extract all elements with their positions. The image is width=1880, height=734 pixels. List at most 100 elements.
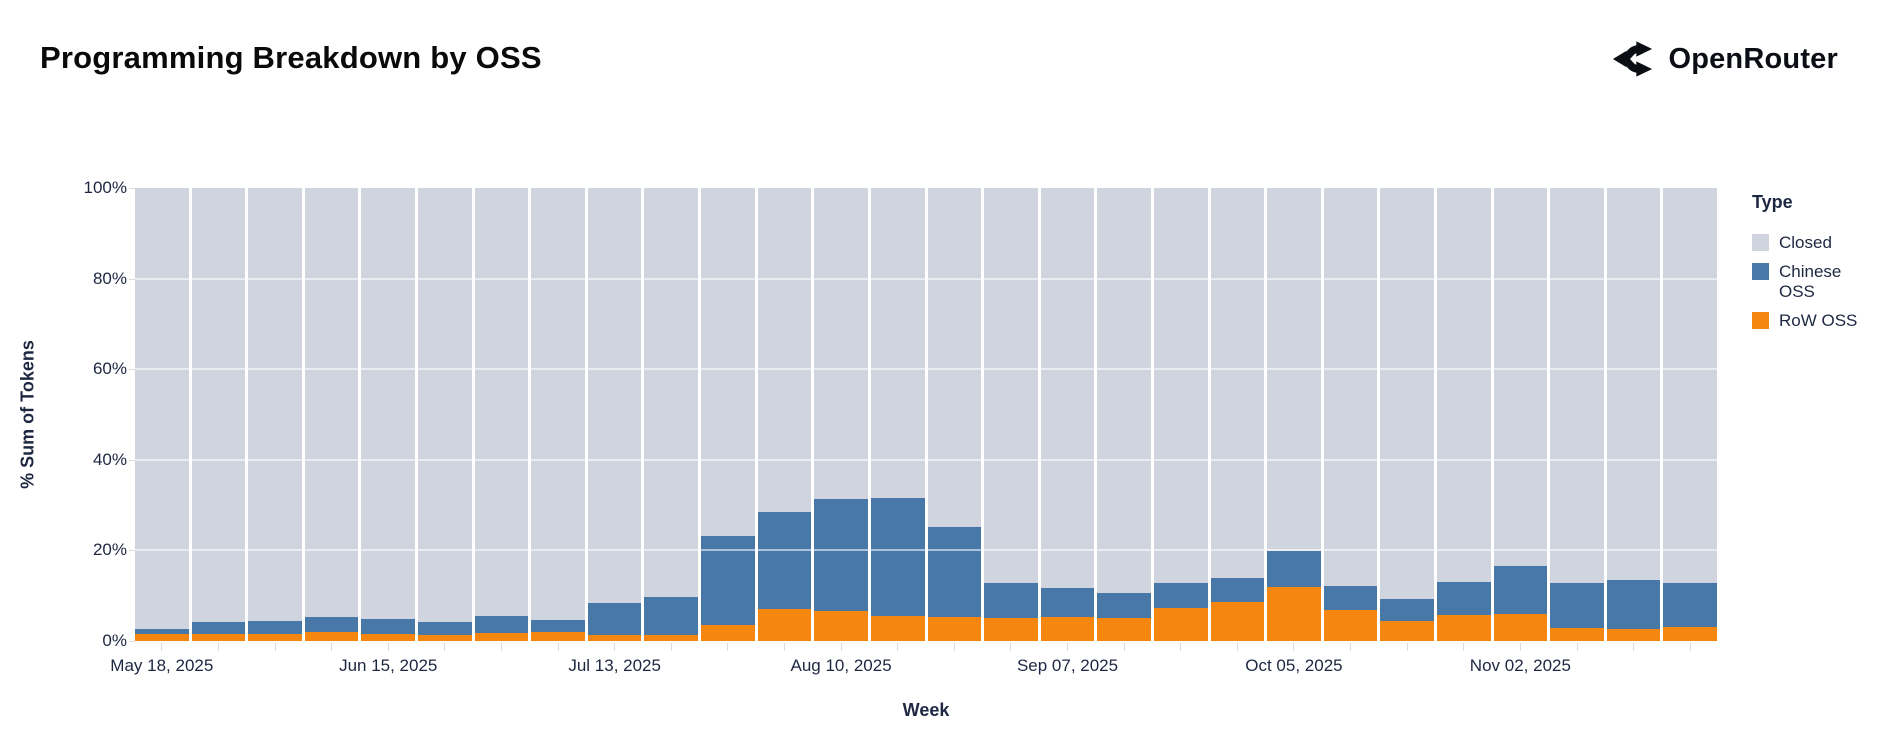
bar-segment-chinese-oss[interactable] xyxy=(1097,592,1151,619)
bar-week[interactable] xyxy=(1550,188,1604,641)
bar-segment-closed[interactable] xyxy=(474,188,529,616)
bar-segment-closed[interactable] xyxy=(191,188,246,623)
bar-segment-chinese-oss[interactable] xyxy=(644,596,699,636)
bar-segment-chinese-oss[interactable] xyxy=(304,617,359,632)
bar-week[interactable] xyxy=(1040,188,1095,641)
bar-week[interactable] xyxy=(1437,188,1491,641)
bar-segment-chinese-oss[interactable] xyxy=(870,498,925,617)
bar-week[interactable] xyxy=(135,188,189,641)
bar-segment-chinese-oss[interactable] xyxy=(1606,579,1661,629)
bar-segment-row-oss[interactable] xyxy=(701,624,755,641)
bar-segment-closed[interactable] xyxy=(1380,188,1435,599)
bar-segment-closed[interactable] xyxy=(757,188,812,513)
bar-week[interactable] xyxy=(1380,188,1435,641)
bar-segment-closed[interactable] xyxy=(984,188,1038,583)
bar-segment-row-oss[interactable] xyxy=(135,633,189,641)
bar-week[interactable] xyxy=(418,188,472,641)
bar-segment-row-oss[interactable] xyxy=(984,618,1038,641)
bar-week[interactable] xyxy=(870,188,925,641)
bar-segment-chinese-oss[interactable] xyxy=(587,603,642,636)
bar-segment-row-oss[interactable] xyxy=(191,634,246,641)
bar-week[interactable] xyxy=(304,188,359,641)
bar-segment-closed[interactable] xyxy=(1606,188,1661,580)
bar-segment-chinese-oss[interactable] xyxy=(474,615,529,633)
bar-week[interactable] xyxy=(1493,188,1548,641)
bar-segment-chinese-oss[interactable] xyxy=(361,618,416,635)
bar-week[interactable] xyxy=(1606,188,1661,641)
bar-segment-row-oss[interactable] xyxy=(1210,602,1265,641)
bar-segment-chinese-oss[interactable] xyxy=(1437,581,1491,616)
bar-segment-closed[interactable] xyxy=(1323,188,1378,586)
bar-week[interactable] xyxy=(927,188,982,641)
bar-segment-closed[interactable] xyxy=(927,188,982,528)
bar-segment-closed[interactable] xyxy=(1267,188,1321,551)
bar-week[interactable] xyxy=(531,188,585,641)
bar-segment-row-oss[interactable] xyxy=(474,632,529,641)
bar-segment-chinese-oss[interactable] xyxy=(1210,578,1265,603)
bar-week[interactable] xyxy=(701,188,755,641)
bar-segment-closed[interactable] xyxy=(587,188,642,604)
bar-week[interactable] xyxy=(248,188,302,641)
bar-segment-row-oss[interactable] xyxy=(304,631,359,641)
bar-segment-chinese-oss[interactable] xyxy=(248,621,302,634)
bar-segment-row-oss[interactable] xyxy=(1663,626,1718,641)
bar-segment-row-oss[interactable] xyxy=(418,635,472,641)
bar-segment-closed[interactable] xyxy=(870,188,925,499)
bar-week[interactable] xyxy=(1267,188,1321,641)
bar-segment-row-oss[interactable] xyxy=(1606,628,1661,641)
bar-segment-closed[interactable] xyxy=(1437,188,1491,582)
bar-segment-closed[interactable] xyxy=(814,188,868,499)
bar-week[interactable] xyxy=(361,188,416,641)
bar-segment-chinese-oss[interactable] xyxy=(1550,583,1604,629)
bar-segment-row-oss[interactable] xyxy=(1323,609,1378,641)
bar-segment-row-oss[interactable] xyxy=(1437,615,1491,641)
bar-week[interactable] xyxy=(1663,188,1718,641)
bar-segment-row-oss[interactable] xyxy=(814,611,868,641)
bar-segment-closed[interactable] xyxy=(1210,188,1265,579)
bar-segment-chinese-oss[interactable] xyxy=(757,512,812,610)
bar-week[interactable] xyxy=(757,188,812,641)
bar-segment-row-oss[interactable] xyxy=(248,633,302,641)
bar-segment-chinese-oss[interactable] xyxy=(1380,598,1435,622)
bar-segment-closed[interactable] xyxy=(418,188,472,623)
bar-segment-row-oss[interactable] xyxy=(1153,608,1208,641)
bar-segment-closed[interactable] xyxy=(248,188,302,622)
bar-segment-chinese-oss[interactable] xyxy=(1323,585,1378,610)
bar-segment-chinese-oss[interactable] xyxy=(135,629,189,634)
bar-segment-chinese-oss[interactable] xyxy=(1663,583,1718,627)
bar-segment-closed[interactable] xyxy=(701,188,755,536)
bar-segment-closed[interactable] xyxy=(1040,188,1095,588)
bar-segment-row-oss[interactable] xyxy=(927,616,982,641)
bar-segment-chinese-oss[interactable] xyxy=(1153,582,1208,609)
bar-segment-row-oss[interactable] xyxy=(1550,628,1604,641)
bar-week[interactable] xyxy=(474,188,529,641)
bar-segment-row-oss[interactable] xyxy=(587,635,642,641)
bar-week[interactable] xyxy=(1153,188,1208,641)
bar-week[interactable] xyxy=(984,188,1038,641)
bar-segment-closed[interactable] xyxy=(1550,188,1604,584)
bar-segment-chinese-oss[interactable] xyxy=(814,498,868,612)
bar-segment-row-oss[interactable] xyxy=(1380,621,1435,641)
bar-segment-row-oss[interactable] xyxy=(757,609,812,641)
bar-week[interactable] xyxy=(644,188,699,641)
bar-week[interactable] xyxy=(814,188,868,641)
bar-segment-closed[interactable] xyxy=(644,188,699,597)
bar-segment-chinese-oss[interactable] xyxy=(927,527,982,617)
bar-segment-closed[interactable] xyxy=(1493,188,1548,566)
bar-segment-closed[interactable] xyxy=(531,188,585,620)
bar-segment-chinese-oss[interactable] xyxy=(1493,565,1548,615)
bar-week[interactable] xyxy=(1097,188,1151,641)
bar-segment-closed[interactable] xyxy=(361,188,416,619)
bar-week[interactable] xyxy=(587,188,642,641)
bar-segment-closed[interactable] xyxy=(304,188,359,618)
bar-segment-closed[interactable] xyxy=(1153,188,1208,583)
bar-segment-row-oss[interactable] xyxy=(361,634,416,641)
bar-segment-chinese-oss[interactable] xyxy=(701,535,755,625)
bar-week[interactable] xyxy=(1323,188,1378,641)
bar-segment-chinese-oss[interactable] xyxy=(984,582,1038,619)
bar-segment-chinese-oss[interactable] xyxy=(1040,587,1095,617)
bar-segment-row-oss[interactable] xyxy=(1040,616,1095,641)
bar-segment-closed[interactable] xyxy=(1097,188,1151,593)
bar-segment-chinese-oss[interactable] xyxy=(531,619,585,632)
bar-segment-row-oss[interactable] xyxy=(644,635,699,641)
